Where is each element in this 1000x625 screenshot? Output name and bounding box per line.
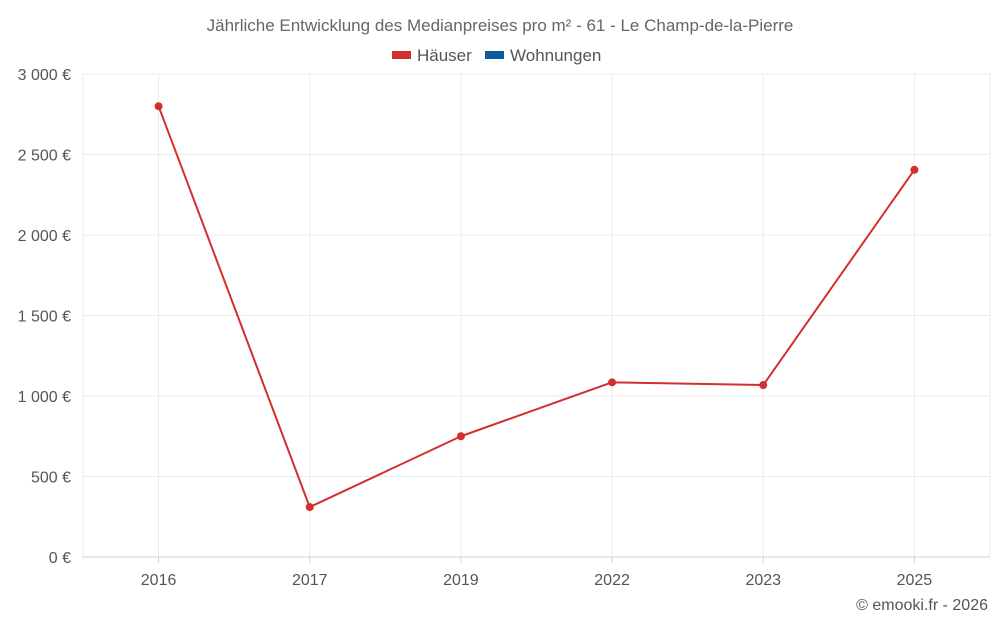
y-tick-label: 500 €	[31, 470, 71, 487]
data-point[interactable]	[759, 381, 768, 390]
x-tick-label: 2016	[141, 572, 177, 589]
legend-swatch-haeuser	[392, 51, 411, 59]
x-tick-label: 2023	[745, 572, 781, 589]
legend-item-haeuser[interactable]: Häuser	[392, 46, 472, 65]
legend-item-wohnungen[interactable]: Wohnungen	[485, 46, 601, 65]
y-tick-label: 0 €	[49, 550, 71, 567]
data-point[interactable]	[608, 378, 617, 387]
x-tick-label: 2025	[897, 572, 933, 589]
legend-label-haeuser: Häuser	[417, 46, 472, 65]
x-tick-label: 2019	[443, 572, 479, 589]
grid	[83, 73, 990, 557]
y-tick-label: 2 500 €	[18, 148, 71, 165]
data-point[interactable]	[910, 165, 919, 174]
x-tick-label: 2017	[292, 572, 328, 589]
series-haeuser	[154, 102, 919, 512]
legend-swatch-wohnungen	[485, 51, 504, 59]
y-tick-label: 3 000 €	[18, 67, 71, 84]
axes: 0 € 500 € 1 000 € 1 500 € 2 000 € 2 500 € 3 00…	[18, 67, 991, 589]
legend-label-wohnungen: Wohnungen	[510, 46, 601, 65]
data-point[interactable]	[456, 432, 465, 441]
data-point[interactable]	[154, 102, 163, 111]
chart-title: Jährliche Entwicklung des Medianpreises …	[207, 16, 794, 35]
legend: Häuser Wohnungen	[392, 46, 601, 65]
y-tick-label: 1 000 €	[18, 389, 71, 406]
series-line	[157, 105, 916, 509]
y-tick-label: 1 500 €	[18, 309, 71, 326]
credit-text: © emooki.fr - 2026	[856, 597, 988, 614]
y-tick-label: 2 000 €	[18, 228, 71, 245]
data-point[interactable]	[305, 503, 314, 512]
x-tick-label: 2022	[594, 572, 630, 589]
